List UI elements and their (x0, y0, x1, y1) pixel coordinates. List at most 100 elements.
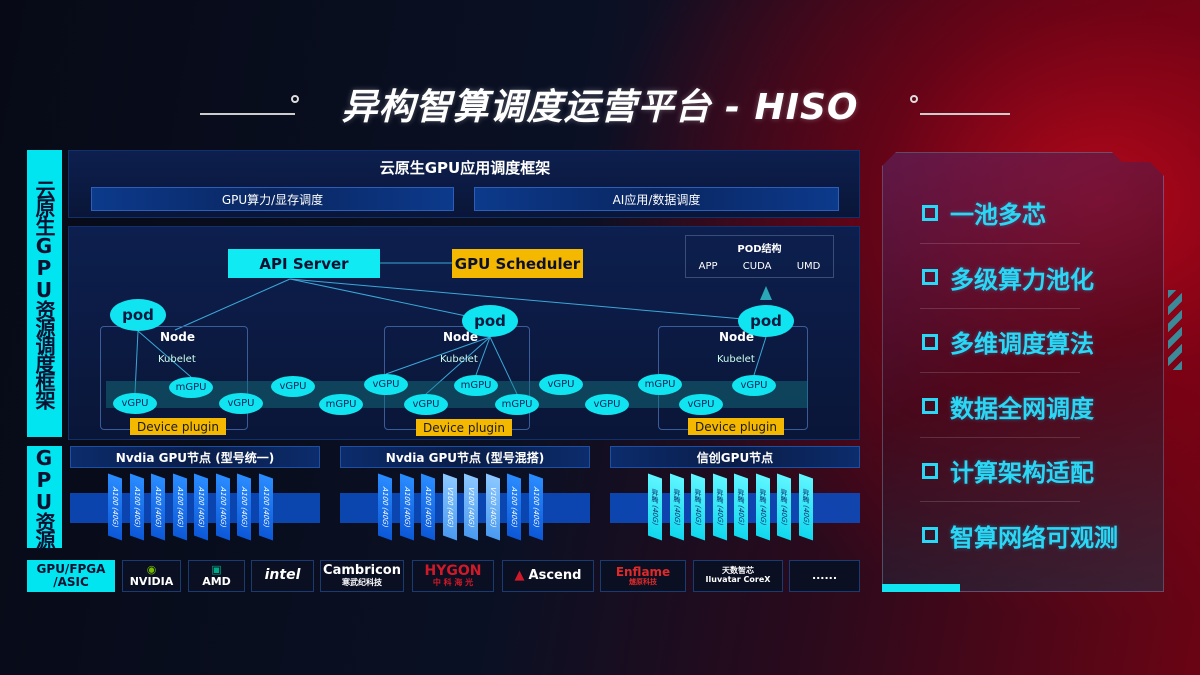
vgpu: vGPU (404, 394, 448, 415)
checkbox-icon (922, 527, 938, 543)
pod-structure-title: POD结构 (737, 244, 782, 255)
vendor-row-label: GPU/FPGA /ASIC (27, 560, 115, 592)
ascend-text: Ascend (528, 567, 582, 583)
mgpu: mGPU (495, 394, 539, 415)
mgpu: mGPU (454, 375, 498, 396)
cambricon-text: Cambricon (323, 563, 401, 579)
hygon-text: HYGON (424, 562, 482, 579)
feature-divider (920, 307, 1080, 309)
link-pod2-vgpu (385, 336, 491, 375)
enflame-logo: Enflame 燧原科技 (600, 560, 686, 592)
gpu-scheduler-box: GPU Scheduler (452, 249, 583, 278)
feature-divider (920, 501, 1080, 502)
hygon-cn: 中 科 海 光 (432, 578, 474, 588)
ascend-logo: ▲ Ascend (502, 560, 594, 592)
gpu-chip: 昇腾 (40G) (734, 473, 748, 541)
mgpu: mGPU (169, 377, 213, 398)
checkbox-icon (922, 204, 938, 221)
pod-structure-box: POD结构 APP CUDA UMD (685, 235, 834, 278)
resources-side-label: GPU资源 (27, 446, 62, 548)
pod-structure-arrow (760, 286, 772, 300)
gpu-chip: A100 (40G) (129, 473, 144, 541)
checkbox-icon (922, 398, 938, 414)
vgpu: vGPU (539, 374, 583, 395)
link-pod3-vgpu (753, 336, 767, 376)
feature-item: 多级算力池化 (922, 260, 1094, 295)
link-api-node1 (174, 278, 291, 331)
node-2-label: Node (443, 330, 479, 344)
gpu-node-header: Nvdia GPU节点 (型号混搭) (340, 446, 590, 468)
node-3-kubelet: Kubelet (717, 354, 755, 365)
feature-divider (920, 243, 1080, 244)
intel-logo: intel (251, 560, 314, 592)
feature-divider (920, 372, 1080, 373)
feature-label: 数据全网调度 (950, 394, 1094, 423)
app-framework-title: 云原生GPU应用调度框架 (379, 159, 551, 177)
amd-text: AMD (202, 575, 231, 588)
mgpu: mGPU (638, 374, 682, 395)
checkbox-icon (922, 333, 938, 350)
gpu-chip: A100 (40G) (194, 473, 208, 541)
gpu-chip: 昇腾 (40G) (648, 473, 662, 541)
enflame-text: Enflame (615, 564, 671, 579)
pod-structure-cuda: CUDA (742, 261, 772, 272)
title-decoration-dot-left (291, 95, 299, 103)
gpu-chip: A100 (40G) (258, 473, 273, 541)
link-pod2-mgpu (475, 336, 491, 376)
gpu-chip: 昇腾 (40G) (669, 473, 684, 541)
pod-2: pod (462, 305, 518, 337)
vgpu: vGPU (679, 394, 723, 415)
vgpu: vGPU (271, 376, 315, 397)
enflame-cn: 燧原科技 (629, 577, 657, 586)
feature-item: 多维调度算法 (922, 324, 1094, 359)
node-2-kubelet: Kubelet (440, 354, 478, 365)
nvidia-text: NVIDIA (129, 575, 174, 588)
iluvatar-logo: 天数智芯 Iluvatar CoreX (693, 560, 783, 592)
link-pod1-vgpu (134, 330, 139, 394)
gpu-compute-scheduling: GPU算力/显存调度 (91, 187, 454, 211)
features-panel (882, 152, 1164, 592)
gpu-chip: 昇腾 (40G) (798, 473, 813, 541)
checkbox-icon (922, 269, 938, 285)
feature-item: 智算网络可观测 (922, 518, 1118, 553)
feature-label: 多维调度算法 (950, 330, 1094, 358)
vgpu: vGPU (585, 394, 629, 415)
pod-structure-umd: UMD (796, 261, 821, 272)
gpu-chip: A100 (40G) (378, 473, 392, 541)
iluvatar-text: Iluvatar CoreX (705, 575, 771, 584)
framework-side-label: 云原生GPU资源调度框架 (27, 150, 62, 437)
gpu-chip: 昇腾 (40G) (777, 473, 791, 541)
link-pod2-mgpu2 (489, 336, 518, 395)
gpu-chip: A100 (40G) (507, 473, 521, 541)
panel-corner-accent (882, 584, 960, 592)
feature-label: 一池多芯 (950, 201, 1046, 229)
vgpu: vGPU (364, 374, 408, 395)
node-3-label: Node (719, 330, 755, 344)
gpu-chip: A100 (40G) (172, 473, 187, 541)
title-decoration-right (920, 113, 1010, 115)
pod-3: pod (738, 305, 794, 337)
gpu-chip: 昇腾 (40G) (712, 473, 727, 541)
link-api-pod3 (289, 278, 767, 322)
pod-structure-app: APP (698, 261, 718, 272)
gpu-chip: A100 (40G) (108, 473, 122, 541)
feature-item: 计算架构适配 (922, 453, 1094, 488)
gpu-chip: V100 (40G) (464, 473, 478, 541)
nvidia-logo: ◉ NVIDIA (122, 560, 181, 592)
gpu-chip: A100 (40G) (215, 473, 230, 541)
title-decoration-left (200, 113, 295, 115)
intel-text: intel (264, 567, 301, 584)
feature-divider (920, 436, 1080, 438)
api-server-box: API Server (228, 249, 380, 278)
gpu-node-header: Nvdia GPU节点 (型号统一) (70, 446, 320, 468)
cambricon-logo: Cambricon 寒武纪科技 (320, 560, 404, 592)
vgpu: vGPU (113, 393, 157, 414)
device-plugin-1: Device plugin (130, 418, 226, 435)
hygon-logo: HYGON 中 科 海 光 (412, 560, 494, 592)
feature-label: 计算架构适配 (950, 459, 1094, 487)
device-plugin-2: Device plugin (416, 419, 512, 436)
gpu-chip: A100 (40G) (399, 473, 414, 541)
more-text: ...... (811, 568, 838, 582)
vgpu: vGPU (219, 393, 263, 414)
